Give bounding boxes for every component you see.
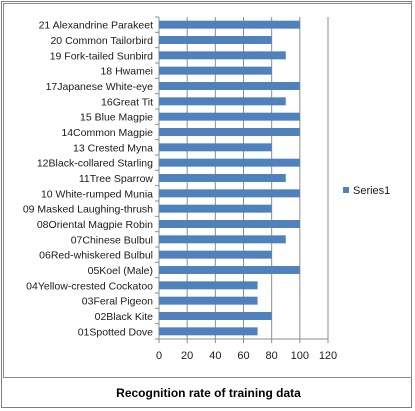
category-label: 07Chinese Bulbul: [71, 234, 153, 246]
bar: [159, 250, 272, 259]
bar: [159, 128, 300, 136]
x-tick-label: 0: [156, 350, 162, 362]
bar: [159, 158, 300, 167]
bar: [159, 266, 300, 274]
bar: [159, 66, 272, 75]
bar: [159, 281, 258, 290]
category-label: 06Red-whiskered Bulbul: [39, 250, 153, 262]
category-label: 20 Common Tailorbird: [50, 35, 153, 47]
category-label: 08Oriental Magpie Robin: [37, 219, 153, 231]
x-tick-label: 120: [319, 350, 337, 362]
x-tick-label: 100: [291, 350, 309, 362]
category-label: 04Yellow-crested Cockatoo: [26, 280, 153, 292]
category-label: 16Great Tit: [101, 96, 153, 108]
bar: [159, 112, 300, 121]
x-tick-label: 20: [181, 350, 193, 362]
category-label: 17Japanese White-eye: [46, 81, 154, 93]
category-label: 21 Alexandrine Parakeet: [39, 20, 153, 32]
category-label: 18 Hwamei: [100, 66, 153, 78]
bar: [159, 220, 300, 228]
category-label: 01Spotted Dove: [78, 326, 153, 338]
category-label: 14Common Magpie: [61, 127, 153, 139]
bar: [159, 189, 300, 198]
category-label: 03Feral Pigeon: [82, 296, 153, 308]
bar: [159, 36, 272, 44]
bar-chart: 0 20 40 60 80 100 120 21 Alexandrine Parakeet 20…: [23, 16, 390, 362]
category-label: 12Black-collared Starling: [37, 158, 153, 170]
plot-area-border: [3, 3, 412, 378]
category-label: 10 White-rumped Munia: [41, 188, 153, 200]
legend-label: Series1: [353, 185, 390, 197]
x-tick-label: 60: [237, 350, 249, 362]
bar: [159, 235, 286, 244]
bar: [159, 51, 286, 60]
bar: [159, 312, 272, 320]
bar: [159, 327, 258, 336]
bar: [159, 296, 258, 305]
category-label: 11Tree Sparrow: [79, 173, 154, 185]
bar: [159, 204, 272, 213]
bar: [159, 174, 286, 182]
chart-title: Recognition rate of training data: [116, 386, 301, 400]
x-tick-label: 80: [266, 350, 278, 362]
x-tick-label: 40: [209, 350, 221, 362]
category-label: 13 Crested Myna: [73, 142, 153, 154]
bar: [159, 20, 300, 29]
bar: [159, 143, 272, 152]
bar: [159, 82, 300, 90]
category-label: 02Black Kite: [95, 311, 154, 323]
category-label: 19 Fork-tailed Sunbird: [50, 50, 153, 62]
category-label: 05Koel (Male): [88, 265, 153, 277]
legend-swatch: [343, 187, 349, 193]
category-label: 09 Masked Laughing-thrush: [23, 204, 153, 216]
bar: [159, 97, 286, 106]
category-label: 15 Blue Magpie: [80, 112, 153, 124]
